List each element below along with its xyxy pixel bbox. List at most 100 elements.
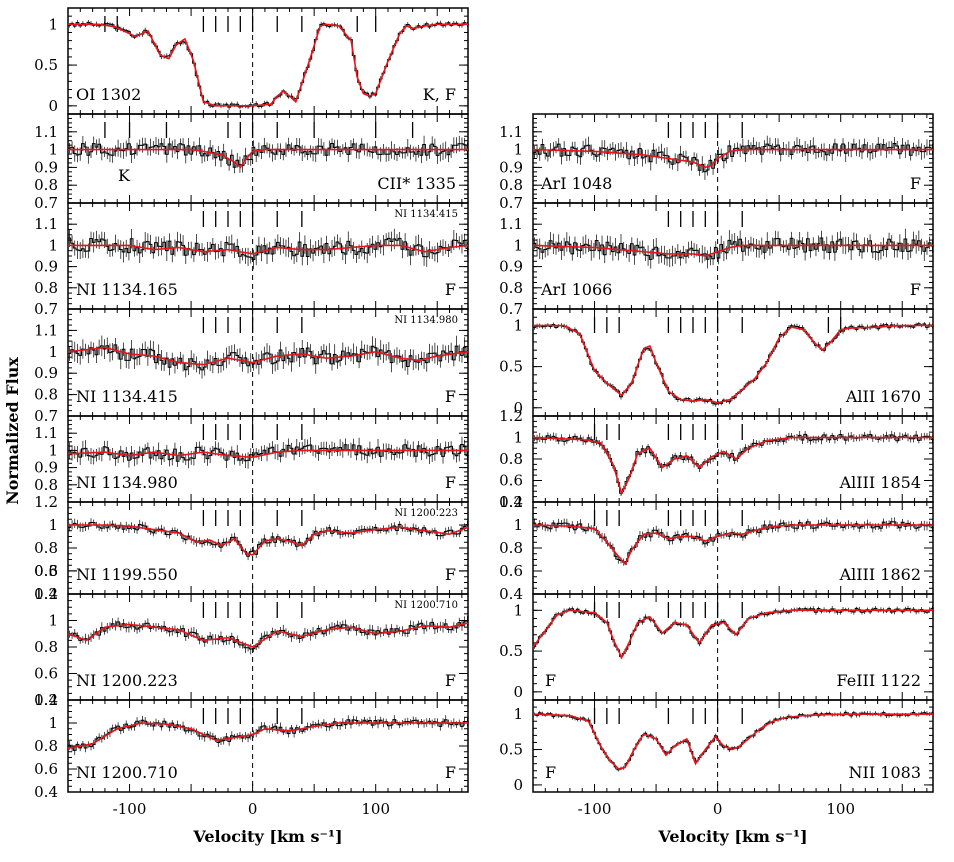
y-tick-label: 0.7: [34, 300, 58, 318]
data-spectrum: [533, 433, 934, 494]
panel-flag: F: [445, 280, 456, 299]
y-tick-label: 1.2: [34, 691, 58, 709]
y-tick-label: 1.2: [499, 493, 523, 511]
y-tick-label: 1: [48, 612, 58, 630]
y-tick-label: 1.1: [34, 123, 58, 141]
data-spectrum: [68, 344, 469, 371]
panel-cii-1335: 0.70.80.911.1 CII* 1335 K: [34, 113, 469, 212]
y-tick-label: 1.2: [499, 407, 523, 425]
y-tick-label: 0.8: [499, 176, 523, 194]
panel-flag: F: [445, 565, 456, 584]
panel-title: NII 1083: [849, 763, 921, 782]
y-tick-label: 0.8: [499, 450, 523, 468]
panel-title: AlIII 1862: [839, 565, 921, 584]
panel-title: AlII 1670: [845, 387, 921, 406]
y-tick-label: 0.8: [34, 737, 58, 755]
y-tick-label: 1: [48, 141, 58, 159]
panel-title: AlIII 1854: [839, 473, 921, 492]
y-tick-label: 0.5: [499, 358, 523, 376]
panel-title: OI 1302: [76, 85, 141, 104]
data-spectrum: [68, 143, 469, 168]
model-fit: [68, 148, 468, 169]
y-tick-label: 0.8: [34, 176, 58, 194]
y-tick-label: 0.7: [34, 407, 58, 425]
model-fit: [532, 609, 933, 660]
x-tick-label: 100: [361, 800, 390, 818]
blend-note: NI 1134.980: [394, 315, 458, 326]
blend-note: NI 1200.710: [394, 600, 458, 611]
y-tick-label: 0.9: [499, 258, 523, 276]
panel-ni-1199-550: 0.4 0.6 0.8 1 1.2 NI 1199.550 F NI 1200.223: [34, 493, 469, 603]
x-tick-label: -100: [578, 800, 612, 818]
data-spectrum: [533, 143, 934, 173]
model-fit: [68, 244, 469, 255]
data-spectrum: [68, 237, 469, 260]
panel-ni-1134-415: 0.7 0.8 0.9 1 1.1 NI 1134.415 F NI 1134.980: [34, 308, 469, 425]
panel-title: ArI 1048: [540, 174, 612, 193]
panel-flag: K, F: [423, 85, 456, 104]
panel-title: NI 1134.980: [76, 473, 178, 492]
model-fit: [532, 436, 933, 496]
y-tick-label: 1.1: [34, 321, 58, 339]
y-tick-label: 1: [513, 516, 523, 534]
y-tick-label: 1: [48, 441, 58, 459]
blend-note: NI 1134.415: [394, 209, 458, 220]
y-tick-label: 1: [513, 316, 523, 334]
panel-title: CII* 1335: [377, 174, 456, 193]
data-spectrum: [533, 711, 934, 771]
y-tick-label: 0.8: [34, 638, 58, 656]
y-tick-label: 1: [48, 516, 58, 534]
y-tick-label: 0.8: [34, 476, 58, 494]
model-fit: [67, 622, 469, 648]
model-fit: [68, 23, 468, 107]
y-tick-label: 0.8: [34, 386, 58, 404]
y-axis-title: Normalized Flux: [3, 357, 22, 505]
x-axis-title: Velocity [km s⁻¹]: [192, 827, 342, 846]
y-tick-label: 0.4: [34, 783, 58, 801]
y-tick-label: 0.7: [499, 194, 523, 212]
model-fit: [67, 722, 468, 750]
y-tick-label: 0.6: [34, 665, 58, 683]
panel-nii-1083: 0 0.5 1 NII 1083 F -100 0 100 Velocity [km s⁻¹]: [499, 699, 934, 846]
y-tick-label: 0.5: [499, 642, 523, 660]
panel-flag: K: [118, 166, 131, 185]
x-tick-label: -100: [113, 800, 147, 818]
panel-title: NI 1200.223: [76, 671, 178, 690]
y-tick-label: 0.9: [34, 158, 58, 176]
y-tick-label: 0.7: [34, 194, 58, 212]
model-fit: [533, 713, 933, 771]
y-tick-label: 0.9: [34, 258, 58, 276]
y-tick-label: 1: [513, 141, 523, 159]
y-tick-label: 1: [48, 236, 58, 254]
data-spectrum: [533, 237, 934, 260]
panel-flag: F: [910, 280, 921, 299]
y-tick-label: 0: [513, 683, 523, 701]
panel-title: NI 1134.415: [76, 387, 178, 406]
y-tick-label: 0.9: [34, 459, 58, 477]
panel-feiii-1122: 0 0.5 1 FeIII 1122 F: [499, 593, 934, 701]
panel-ari-1048: 0.70.80.911.1 ArI 1048 F: [499, 113, 934, 212]
panel-aliii-1854: 0.4 0.6 0.8 1 1.2 AlIII 1854: [499, 407, 934, 511]
y-tick-label: 0.4: [34, 691, 58, 709]
model-fit: [533, 324, 933, 404]
y-tick-label: 0.8: [499, 539, 523, 557]
panel-title: NI 1199.550: [76, 565, 178, 584]
y-tick-label: 0.5: [34, 56, 58, 74]
panel-title: NI 1134.165: [76, 280, 178, 299]
panel-alii-1670: 0 0.5 1 AlII 1670: [499, 308, 934, 417]
y-tick-label: 0.6: [34, 760, 58, 778]
y-tick-label: 1: [513, 705, 523, 723]
y-tick-label: 1: [48, 15, 58, 33]
model-fit: [68, 449, 468, 459]
data-spectrum: [68, 444, 469, 462]
x-tick-label: 0: [713, 800, 723, 818]
data-spectrum: [68, 522, 469, 557]
x-tick-label: 0: [248, 800, 258, 818]
y-tick-label: 0.5: [499, 741, 523, 759]
panel-flag: F: [445, 387, 456, 406]
y-tick-label: 0.4: [499, 585, 523, 603]
model-fit: [533, 148, 933, 169]
panel-oi-1302: 0 0.5 1 OI 1302 K, F: [34, 7, 469, 115]
y-tick-label: 1.1: [34, 424, 58, 442]
y-tick-label: 1.2: [34, 493, 58, 511]
